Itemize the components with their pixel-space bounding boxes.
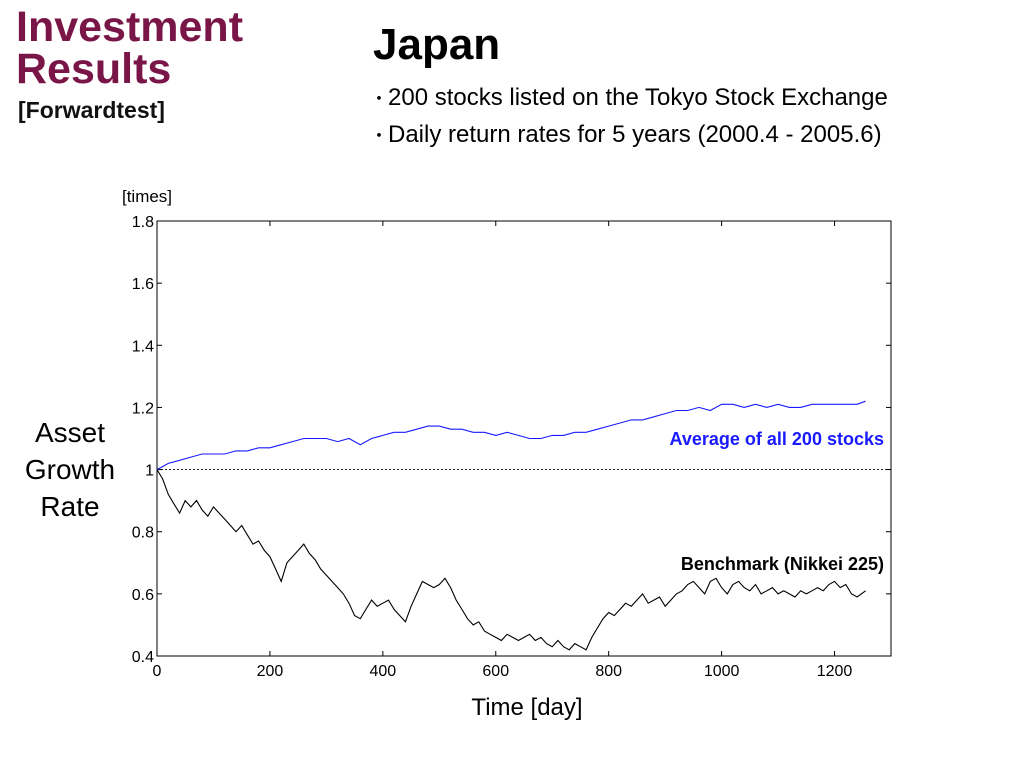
country-heading: Japan xyxy=(373,20,501,69)
slide-title-line: Results xyxy=(16,45,172,93)
y-tick-label: 1.4 xyxy=(132,338,154,355)
slide-subtitle: [Forwardtest] xyxy=(18,97,165,123)
series-group xyxy=(156,400,866,651)
slide-title: Investment Results xyxy=(16,3,244,93)
y-tick-label: 0.8 xyxy=(132,525,154,542)
y-tick-label: 1 xyxy=(145,463,154,480)
y-axis-title-line: Rate xyxy=(40,491,100,522)
plot-frame xyxy=(156,220,892,657)
y-axis-unit: [times] xyxy=(122,187,172,206)
bullet-item: 200 stocks listed on the Tokyo Stock Exc… xyxy=(370,80,888,117)
x-tick-label: 200 xyxy=(257,663,284,680)
x-tick-label: 1200 xyxy=(817,663,853,680)
bullet-text: 200 stocks listed on the Tokyo Stock Exc… xyxy=(388,84,888,111)
y-tick-label: 0.4 xyxy=(132,649,154,666)
x-tick-label: 600 xyxy=(482,663,509,680)
x-tick-label: 800 xyxy=(595,663,622,680)
bullet-text: Daily return rates for 5 years (2000.4 -… xyxy=(388,121,882,148)
series-annotation-average: Average of all 200 stocks xyxy=(670,429,884,449)
x-axis-title: Time [day] xyxy=(471,694,582,721)
series-line-average xyxy=(156,400,866,471)
axis-ticks: 0 200 400 600 800 1000 1200 0.4 0.6 0.8 1 1.2 1.4 1.6… xyxy=(132,214,891,680)
series-annotation-benchmark: Benchmark (Nikkei 225) xyxy=(681,554,884,574)
y-tick-label: 1.6 xyxy=(132,276,154,293)
y-tick-label: 1.8 xyxy=(132,214,154,231)
series-line-benchmark xyxy=(156,469,866,651)
y-tick-label: 1.2 xyxy=(132,400,154,417)
bullet-item: Daily return rates for 5 years (2000.4 -… xyxy=(370,117,888,154)
y-axis-title-line: Asset xyxy=(34,417,106,448)
x-tick-label: 1000 xyxy=(704,663,740,680)
bullet-list: 200 stocks listed on the Tokyo Stock Exc… xyxy=(370,80,888,154)
y-axis-title-line: Growth xyxy=(24,454,116,485)
x-tick-label: 0 xyxy=(153,663,162,680)
y-axis-title: Asset Growth Rate xyxy=(0,414,140,525)
x-tick-label: 400 xyxy=(369,663,396,680)
y-tick-label: 0.6 xyxy=(132,587,154,604)
slide-title-line: Investment xyxy=(16,3,244,51)
